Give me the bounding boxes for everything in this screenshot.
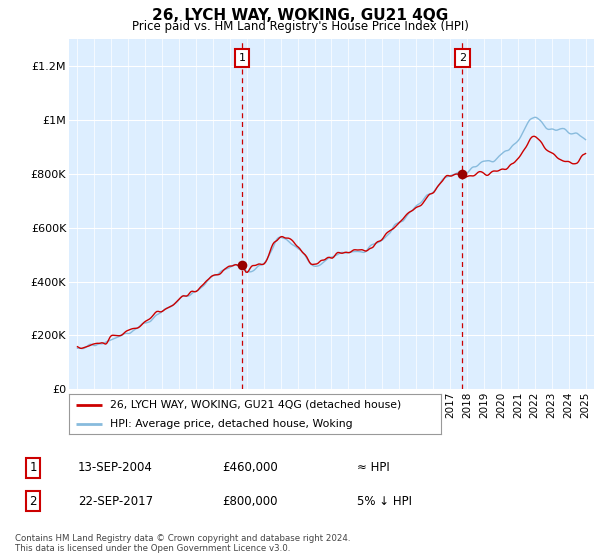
Text: 22-SEP-2017: 22-SEP-2017	[78, 494, 153, 508]
Text: 1: 1	[238, 53, 245, 63]
Text: HPI: Average price, detached house, Woking: HPI: Average price, detached house, Woki…	[110, 419, 353, 429]
Text: 2: 2	[458, 53, 466, 63]
Text: 26, LYCH WAY, WOKING, GU21 4QG: 26, LYCH WAY, WOKING, GU21 4QG	[152, 8, 448, 24]
Text: 5% ↓ HPI: 5% ↓ HPI	[357, 494, 412, 508]
Text: £460,000: £460,000	[222, 461, 278, 474]
Text: Contains HM Land Registry data © Crown copyright and database right 2024.
This d: Contains HM Land Registry data © Crown c…	[15, 534, 350, 553]
Text: 13-SEP-2004: 13-SEP-2004	[78, 461, 153, 474]
Text: ≈ HPI: ≈ HPI	[357, 461, 390, 474]
Text: £800,000: £800,000	[222, 494, 277, 508]
Text: 2: 2	[29, 494, 37, 508]
Text: 1: 1	[29, 461, 37, 474]
Text: Price paid vs. HM Land Registry's House Price Index (HPI): Price paid vs. HM Land Registry's House …	[131, 20, 469, 32]
Text: 26, LYCH WAY, WOKING, GU21 4QG (detached house): 26, LYCH WAY, WOKING, GU21 4QG (detached…	[110, 400, 401, 410]
